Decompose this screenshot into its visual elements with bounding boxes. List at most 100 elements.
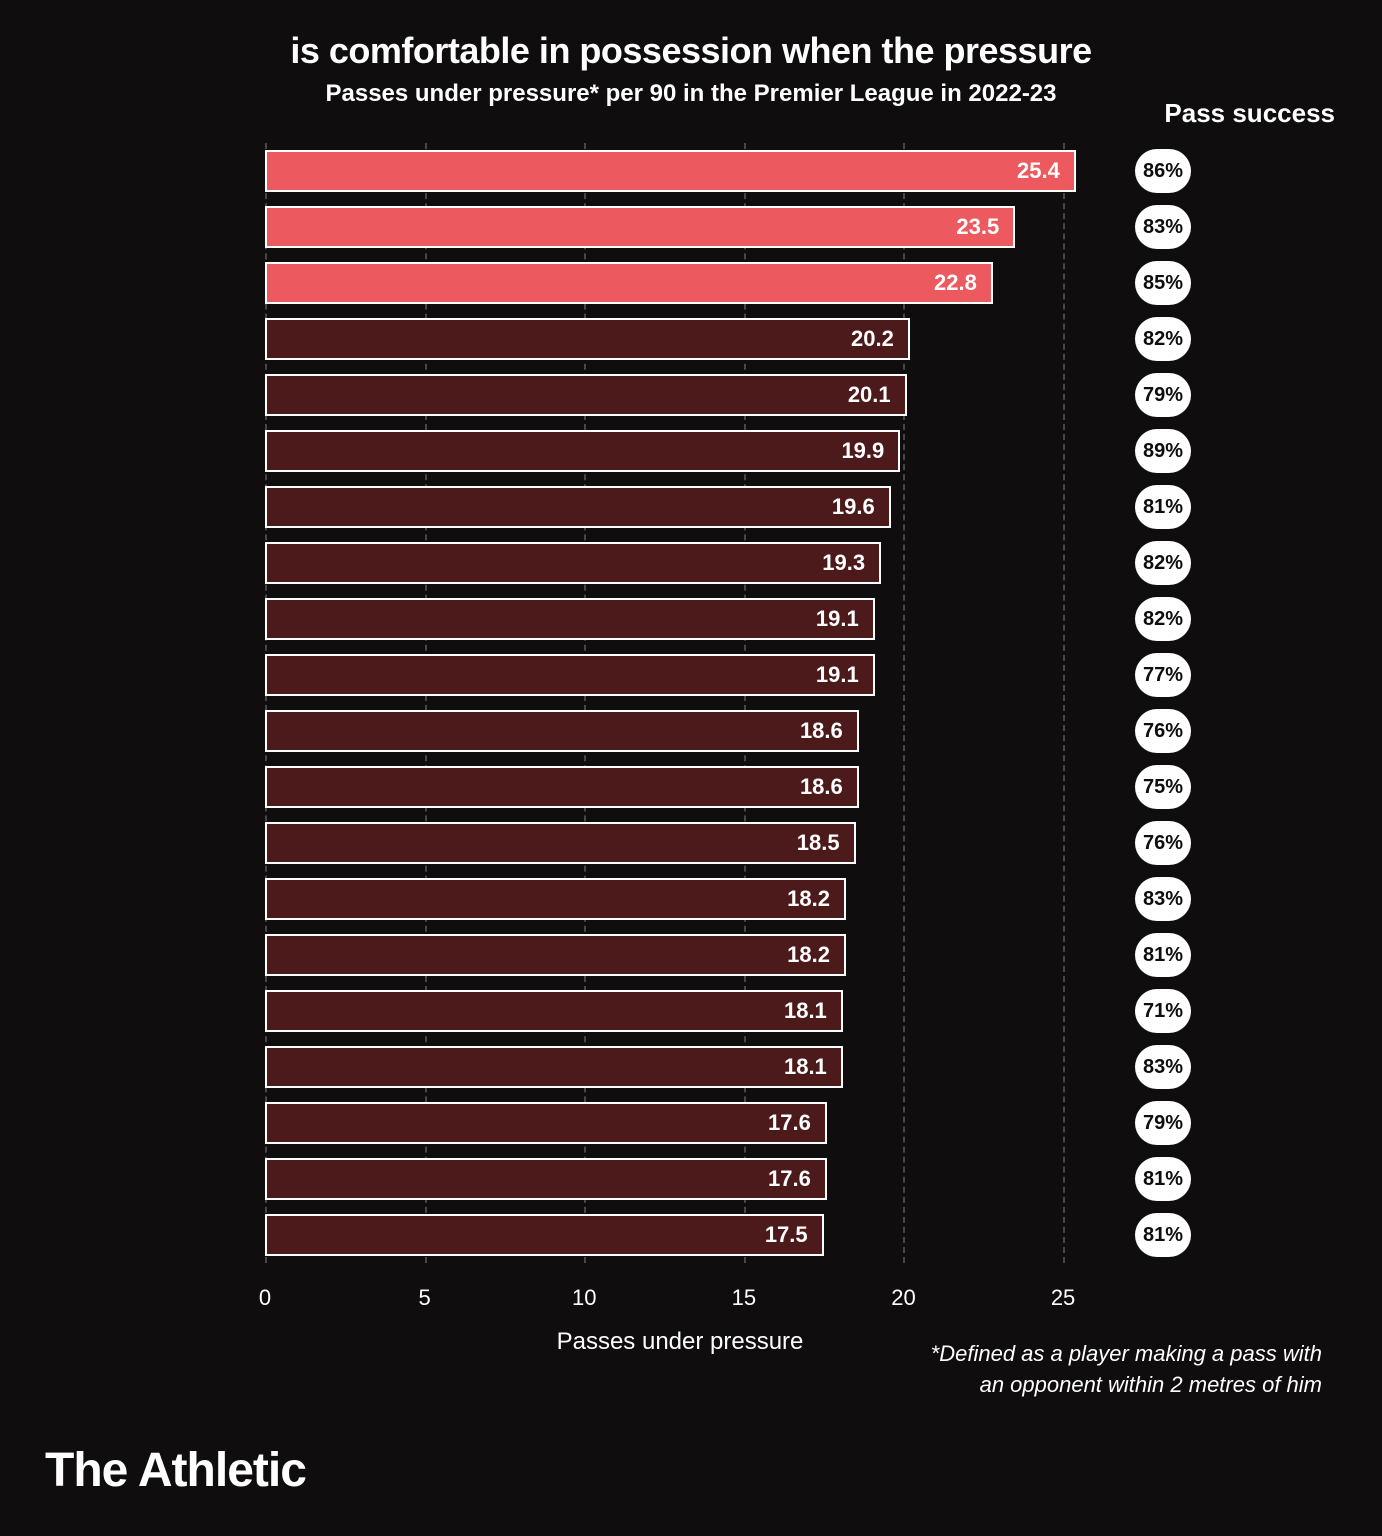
bar: 19.9 xyxy=(265,430,900,472)
pass-success-pill: 75% xyxy=(1135,765,1191,809)
bar-track: 18.1 xyxy=(265,990,1095,1032)
bar-value: 18.6 xyxy=(800,718,843,744)
x-axis: Passes under pressure 0510152025 xyxy=(265,1273,1095,1333)
bar-value: 20.2 xyxy=(851,326,894,352)
bar-value: 18.2 xyxy=(787,942,830,968)
bar: 19.1 xyxy=(265,654,875,696)
pass-success-pill: 89% xyxy=(1135,429,1191,473)
chart-subtitle: Passes under pressure* per 90 in the Pre… xyxy=(50,80,1332,108)
bar-row: E. FernandezCHE20.282% xyxy=(265,311,1325,367)
footnote-line1: *Defined as a player making a pass with xyxy=(931,1341,1322,1366)
bar-track: 20.2 xyxy=(265,318,1095,360)
bar-value: 18.1 xyxy=(784,998,827,1024)
bar-track: 25.4 xyxy=(265,150,1095,192)
bar-row: P. FodenMCI17.581% xyxy=(265,1207,1325,1263)
bar: 17.6 xyxy=(265,1102,827,1144)
bar: 19.3 xyxy=(265,542,881,584)
pass-success-pill: 79% xyxy=(1135,1101,1191,1145)
bar-track: 18.1 xyxy=(265,1046,1095,1088)
bar-value: 22.8 xyxy=(934,270,977,296)
bar-row: L. PaquetaWHU18.676% xyxy=(265,703,1325,759)
bar-row: M. KovacicCHE18.283% xyxy=(265,871,1325,927)
bar-row: JorginhoARS17.681% xyxy=(265,1151,1325,1207)
pass-success-pill: 83% xyxy=(1135,205,1191,249)
pass-success-pill: 81% xyxy=(1135,1213,1191,1257)
bar-row: M. OdegaardARS19.182% xyxy=(265,591,1325,647)
bar-track: 18.2 xyxy=(265,878,1095,920)
bar-row: O. ZinchenkoARS17.679% xyxy=(265,1095,1325,1151)
bar-track: 20.1 xyxy=(265,374,1095,416)
bar-value: 20.1 xyxy=(848,382,891,408)
bar: 18.2 xyxy=(265,934,846,976)
bar: 18.1 xyxy=(265,1046,843,1088)
bar: 18.5 xyxy=(265,822,856,864)
bar: 18.2 xyxy=(265,878,846,920)
pass-success-pill: 86% xyxy=(1135,149,1191,193)
bar-row: R. FirminoLIV18.576% xyxy=(265,815,1325,871)
bar-value: 17.6 xyxy=(768,1166,811,1192)
x-tick: 25 xyxy=(1051,1285,1075,1311)
pass-success-pill: 82% xyxy=(1135,541,1191,585)
bar: 22.8 xyxy=(265,262,993,304)
bar-row: E. BuendiaAVL18.675% xyxy=(265,759,1325,815)
bar-row: M. CaicedoBHA19.382% xyxy=(265,535,1325,591)
chart-title: is comfortable in possession when the pr… xyxy=(50,30,1332,72)
bar-track: 17.6 xyxy=(265,1158,1095,1200)
bar-track: 17.6 xyxy=(265,1102,1095,1144)
bar-row: T. AlcantaraLIV20.179% xyxy=(265,367,1325,423)
bar: 25.4 xyxy=(265,150,1076,192)
pass-success-pill: 77% xyxy=(1135,653,1191,697)
bar-value: 19.9 xyxy=(841,438,884,464)
x-tick: 15 xyxy=(732,1285,756,1311)
bar-row: B. GuimaraesNEW23.583% xyxy=(265,199,1325,255)
bar-rows: RodriMCI25.486%B. GuimaraesNEW23.583%J. … xyxy=(265,143,1325,1263)
bar-row: RodriMCI25.486% xyxy=(265,143,1325,199)
bar-row: T. ParteyARS19.681% xyxy=(265,479,1325,535)
bar: 20.2 xyxy=(265,318,910,360)
x-tick: 5 xyxy=(418,1285,430,1311)
bar-value: 19.1 xyxy=(816,662,859,688)
bar-row: JoelintonNEW19.177% xyxy=(265,647,1325,703)
bar: 23.5 xyxy=(265,206,1015,248)
pass-success-pill: 81% xyxy=(1135,1157,1191,1201)
bar-track: 18.5 xyxy=(265,822,1095,864)
bar: 19.1 xyxy=(265,598,875,640)
pass-success-header: Pass success xyxy=(1164,98,1335,129)
bar-row: A. Mac AllisterBHA18.183% xyxy=(265,1039,1325,1095)
bar-track: 18.6 xyxy=(265,766,1095,808)
pass-success-pill: 83% xyxy=(1135,1045,1191,1089)
bar: 17.5 xyxy=(265,1214,824,1256)
bar: 18.6 xyxy=(265,766,859,808)
bar-value: 19.6 xyxy=(832,494,875,520)
bar-value: 19.3 xyxy=(822,550,865,576)
bar-value: 18.6 xyxy=(800,774,843,800)
pass-success-pill: 81% xyxy=(1135,485,1191,529)
footnote-line2: an opponent within 2 metres of him xyxy=(980,1372,1322,1397)
bar-track: 18.6 xyxy=(265,710,1095,752)
bar: 19.6 xyxy=(265,486,891,528)
bar-value: 18.2 xyxy=(787,886,830,912)
bar-track: 19.1 xyxy=(265,598,1095,640)
pass-success-pill: 83% xyxy=(1135,877,1191,921)
pass-success-pill: 76% xyxy=(1135,821,1191,865)
x-tick: 0 xyxy=(259,1285,271,1311)
bar-row: J. CanceloMCI18.281% xyxy=(265,927,1325,983)
bar-row: CasemiroMUN18.171% xyxy=(265,983,1325,1039)
x-tick: 20 xyxy=(891,1285,915,1311)
bar-value: 17.6 xyxy=(768,1110,811,1136)
pass-success-pill: 85% xyxy=(1135,261,1191,305)
pass-success-pill: 82% xyxy=(1135,597,1191,641)
pass-success-pill: 79% xyxy=(1135,373,1191,417)
bar: 18.6 xyxy=(265,710,859,752)
bar: 17.6 xyxy=(265,1158,827,1200)
bar-track: 19.1 xyxy=(265,654,1095,696)
bar: 20.1 xyxy=(265,374,907,416)
x-tick: 10 xyxy=(572,1285,596,1311)
pass-success-pill: 82% xyxy=(1135,317,1191,361)
brand-logo: The Athletic xyxy=(45,1443,306,1498)
bar-value: 19.1 xyxy=(816,606,859,632)
bar-track: 19.9 xyxy=(265,430,1095,472)
bar-track: 23.5 xyxy=(265,206,1095,248)
bar-track: 22.8 xyxy=(265,262,1095,304)
bar-track: 18.2 xyxy=(265,934,1095,976)
